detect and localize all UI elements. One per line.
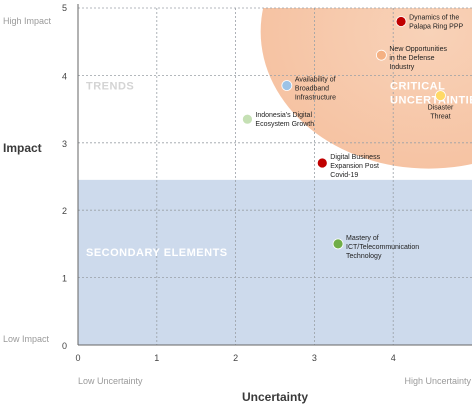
data-point-label: Ecosystem Growth <box>255 121 314 128</box>
y-tick-label: 1 <box>62 274 67 284</box>
data-point-label: Expansion Post <box>330 163 379 170</box>
data-point-marker <box>332 238 344 250</box>
data-point-marker <box>316 157 328 169</box>
data-point-label: in the Defense <box>389 55 434 62</box>
data-point-label: Dynamics of the <box>409 14 459 21</box>
data-point-label: Availability of <box>295 77 336 84</box>
data-point-label: Digital Business <box>330 154 380 161</box>
data-point: Availability of Broadband Infrastructure <box>281 77 336 102</box>
critical-uncertainties-region <box>260 8 472 169</box>
x-tick-label: 3 <box>312 353 317 363</box>
y-tick-label: 0 <box>62 341 67 351</box>
data-point: Mastery of ICT/Telecommunication Technolog… <box>332 235 419 260</box>
data-point-marker <box>375 49 387 61</box>
x-tick-label: 4 <box>391 353 396 363</box>
data-point-label: Indonesia's Digital <box>255 112 312 119</box>
data-point: Indonesia's Digital Ecosystem Growth <box>242 112 314 128</box>
data-point: Digital Business Expansion Post Covid-19 <box>316 154 381 179</box>
data-point-label: Covid-19 <box>330 172 358 179</box>
data-point-marker <box>395 16 407 27</box>
y-axis-title: Impact <box>3 141 42 155</box>
x-tick-label: 2 <box>233 353 238 363</box>
critical-uncertainties-label: CRITICAL <box>390 81 445 93</box>
x-low-label: Low Uncertainty <box>78 376 143 386</box>
data-point: New Opportunities in the Defense Industry <box>375 46 447 71</box>
x-tick-label: 0 <box>75 353 80 363</box>
x-axis-title: Uncertainty <box>242 390 308 404</box>
data-point: Dynamics of the Palapa Ring PPP <box>395 14 464 30</box>
data-point-label: Threat <box>430 114 450 121</box>
data-point-marker <box>435 90 446 102</box>
y-low-label: Low Impact <box>3 334 50 344</box>
data-point-label: Broadband <box>295 86 329 93</box>
data-point-label: Palapa Ring PPP <box>409 23 463 30</box>
y-tick-label: 4 <box>62 71 67 81</box>
data-point-label: Infrastructure <box>295 95 336 102</box>
x-high-label: High Uncertainty <box>404 376 471 386</box>
y-tick-label: 2 <box>62 206 67 216</box>
data-point: Disaster Threat <box>428 90 454 121</box>
x-tick-label: 1 <box>154 353 159 363</box>
data-point-label: Mastery of <box>346 235 379 242</box>
data-point-marker <box>281 80 293 91</box>
y-high-label: High Impact <box>3 16 52 26</box>
data-point-label: Industry <box>389 64 414 71</box>
data-point-label: Disaster <box>428 105 454 112</box>
data-point-label: ICT/Telecommunication <box>346 244 419 251</box>
secondary-elements-label: SECONDARY ELEMENTS <box>86 247 228 259</box>
secondary-elements-region <box>78 179 472 345</box>
y-tick-label: 3 <box>62 139 67 149</box>
data-point-label: Technology <box>346 253 382 260</box>
data-point-label: New Opportunities <box>389 46 447 53</box>
y-tick-label: 5 <box>62 3 67 13</box>
trends-label: TRENDS <box>86 81 134 93</box>
data-point-marker <box>242 113 253 125</box>
